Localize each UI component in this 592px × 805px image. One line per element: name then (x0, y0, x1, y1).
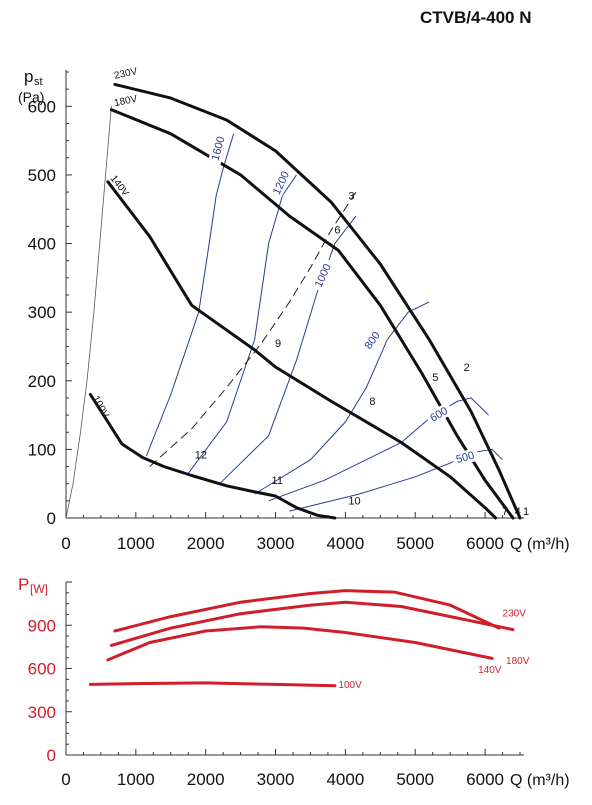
power-chart: 0 300 600 900 0 1000 2000 3000 4000 5000 6000 P [W] Q… (18, 575, 570, 789)
y-tick-label: 0 (47, 509, 56, 528)
power-curve-label: 100V (338, 680, 362, 691)
speed-curve-label: 1600 (210, 135, 228, 162)
voltage-curve-label: 180V (113, 94, 138, 110)
operating-point-label: 3 (348, 190, 354, 202)
operating-point-label: 1 (523, 506, 529, 518)
operating-point-label: 4 (515, 506, 521, 518)
x-tick-label: 2000 (187, 534, 225, 553)
speed-label-background (425, 402, 454, 427)
y-tick-label: 400 (28, 235, 56, 254)
speed-curve-800 (254, 301, 430, 495)
speed-label-background (451, 447, 480, 467)
x-axis-label: Q (m³/h) (510, 536, 570, 553)
speed-curve-500 (289, 448, 503, 512)
x-tick-label: 1000 (117, 534, 155, 553)
speed-curve-label: 500 (455, 450, 476, 466)
power-y-tick-label: 0 (47, 746, 56, 765)
operating-point-label: 9 (275, 338, 281, 350)
power-curve-100V (88, 681, 337, 688)
voltage-curve-label: 100V (90, 394, 111, 420)
voltage-curve-230V (113, 82, 522, 520)
speed-label-background (310, 257, 336, 293)
speed-curve-600 (268, 397, 489, 502)
voltage-curve-100V (88, 393, 337, 520)
power-y-tick-label: 600 (28, 660, 56, 679)
operating-point-label: 12 (195, 450, 207, 462)
power-curve-label: 140V (478, 665, 502, 676)
x-tick-label: 6000 (466, 534, 504, 553)
speed-label-background (359, 325, 386, 355)
power-x-tick-label: 5000 (396, 770, 434, 789)
power-y-tick-label: 300 (28, 703, 56, 722)
operating-point-label: 11 (272, 475, 283, 487)
y-tick-label: 500 (28, 166, 56, 185)
stall-limit-curve (65, 106, 112, 519)
operating-point-label: 7 (502, 506, 508, 518)
y-axis-unit: (Pa) (18, 89, 44, 105)
power-x-tick-label: 4000 (326, 770, 364, 789)
operating-point-label: 8 (369, 396, 375, 408)
operating-point-label: 10 (348, 496, 360, 508)
operating-point-label: 5 (432, 372, 438, 384)
x-tick-label: 0 (61, 534, 70, 553)
y-tick-label: 300 (28, 303, 56, 322)
power-curve-label: 180V (506, 656, 530, 667)
speed-label-background (207, 130, 229, 165)
power-x-tick-label: 6000 (466, 770, 504, 789)
power-x-tick-label: 3000 (257, 770, 295, 789)
power-x-tick-label: 0 (61, 770, 70, 789)
speed-curve-1000 (219, 215, 357, 485)
power-x-tick-label: 1000 (117, 770, 155, 789)
speed-label-background (268, 164, 295, 200)
speed-curve-label: 1000 (313, 262, 334, 289)
speed-curve-1200 (187, 174, 297, 474)
speed-curve-label: 1200 (271, 170, 292, 197)
operating-point-label: 2 (464, 362, 470, 374)
operating-point-label: 6 (334, 225, 340, 237)
x-tick-label: 3000 (257, 534, 295, 553)
power-y-axis-label: P (18, 575, 29, 594)
x-tick-label: 4000 (326, 534, 364, 553)
x-tick-label: 5000 (396, 534, 434, 553)
voltage-curve-label: 230V (113, 66, 138, 82)
power-curve-label: 230V (503, 609, 527, 620)
y-tick-label: 600 (28, 97, 56, 116)
y-tick-label: 100 (28, 440, 56, 459)
model-title: CTVB/4-400 N (420, 8, 532, 27)
y-axis-label-subscript: st (34, 76, 43, 88)
power-x-axis-label: Q (m³/h) (510, 772, 570, 789)
power-y-axis-unit: [W] (30, 582, 48, 596)
voltage-curve-140V (106, 180, 498, 520)
y-axis-label: p (24, 67, 33, 86)
power-curve-180V (109, 600, 515, 647)
power-curve-230V (113, 589, 501, 633)
power-y-tick-label: 900 (28, 616, 56, 635)
speed-curve-1600 (145, 133, 235, 457)
power-curve-140V (106, 625, 494, 662)
system-curve (149, 191, 357, 467)
power-x-tick-label: 2000 (187, 770, 225, 789)
y-tick-label: 200 (28, 372, 56, 391)
